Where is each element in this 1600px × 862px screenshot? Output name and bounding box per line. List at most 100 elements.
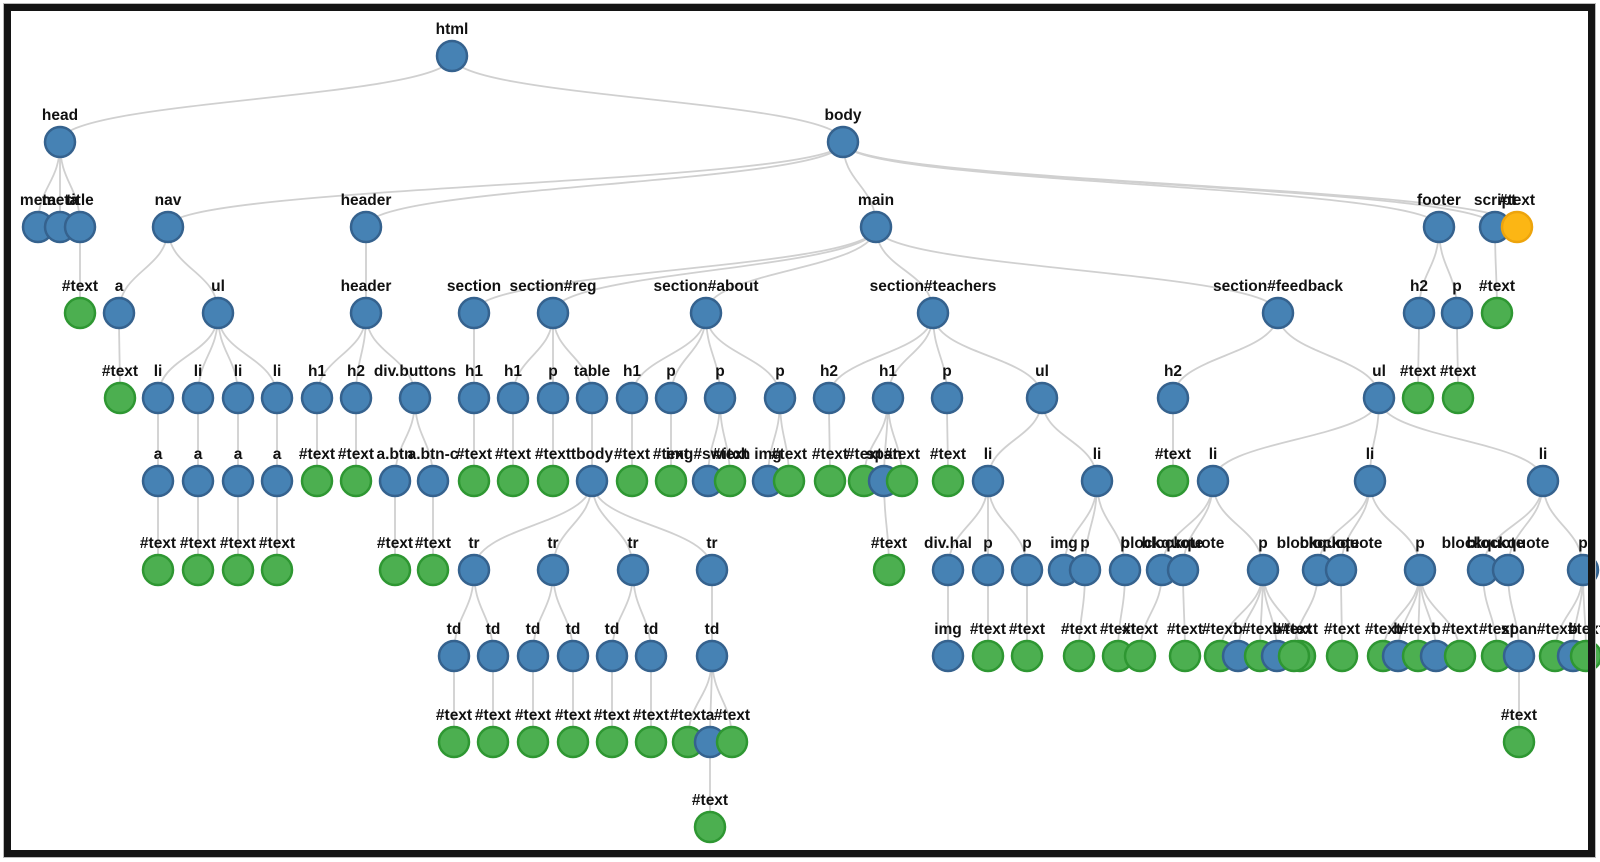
element-node-a[interactable] [221,464,255,498]
element-node-section-about[interactable] [689,296,723,330]
special-text-node[interactable] [1500,210,1534,244]
element-node-a[interactable] [141,464,175,498]
element-node-p[interactable] [930,381,964,415]
text-node[interactable] [615,464,649,498]
text-node[interactable] [103,381,137,415]
text-node[interactable] [872,553,906,587]
text-node[interactable] [772,464,806,498]
text-node[interactable] [221,553,255,587]
element-node-title[interactable] [63,210,97,244]
element-node-a[interactable] [260,464,294,498]
element-node-ul[interactable] [1025,381,1059,415]
element-node-li[interactable] [141,381,175,415]
element-node-p[interactable] [536,381,570,415]
text-node[interactable] [378,553,412,587]
element-node-td[interactable] [516,639,550,673]
text-node[interactable] [1168,639,1202,673]
text-node[interactable] [181,553,215,587]
element-node-header[interactable] [349,210,383,244]
element-node-p[interactable] [763,381,797,415]
element-node-a-btn-c[interactable] [416,464,450,498]
element-node-img[interactable] [931,639,965,673]
element-node-tr[interactable] [457,553,491,587]
text-node[interactable] [1569,639,1600,673]
text-node[interactable] [476,725,510,759]
element-node-tr[interactable] [695,553,729,587]
text-node[interactable] [971,639,1005,673]
element-node-nav[interactable] [151,210,185,244]
element-node-a[interactable] [181,464,215,498]
text-node[interactable] [339,464,373,498]
element-node-h1[interactable] [871,381,905,415]
element-node-h1[interactable] [457,381,491,415]
element-node-blockquote[interactable] [1491,553,1525,587]
element-node-section-reg[interactable] [536,296,570,330]
text-node[interactable] [416,553,450,587]
text-node[interactable] [1123,639,1157,673]
element-node-li[interactable] [1526,464,1560,498]
text-node[interactable] [715,725,749,759]
element-node-footer[interactable] [1422,210,1456,244]
element-node-p[interactable] [971,553,1005,587]
element-node-li[interactable] [1353,464,1387,498]
element-node-h1[interactable] [300,381,334,415]
text-node[interactable] [1401,381,1435,415]
element-node-li[interactable] [1080,464,1114,498]
element-node-main[interactable] [859,210,893,244]
element-node-section-teachers[interactable] [916,296,950,330]
text-node[interactable] [595,725,629,759]
text-node[interactable] [885,464,919,498]
element-node-table[interactable] [575,381,609,415]
text-node[interactable] [1502,725,1536,759]
text-node[interactable] [457,464,491,498]
element-node-p[interactable] [1440,296,1474,330]
element-node-tr[interactable] [616,553,650,587]
element-node-div-hal[interactable] [931,553,965,587]
text-node[interactable] [1062,639,1096,673]
element-node-p[interactable] [703,381,737,415]
element-node-li[interactable] [221,381,255,415]
element-node-p[interactable] [1566,553,1600,587]
text-node[interactable] [300,464,334,498]
element-node-td[interactable] [476,639,510,673]
element-node-h2[interactable] [812,381,846,415]
element-node-section[interactable] [457,296,491,330]
element-node-span[interactable] [1502,639,1536,673]
element-node-p[interactable] [1068,553,1102,587]
element-node-h2[interactable] [1402,296,1436,330]
text-node[interactable] [1441,381,1475,415]
text-node[interactable] [713,464,747,498]
text-node[interactable] [556,725,590,759]
element-node-td[interactable] [437,639,471,673]
element-node-div-buttons[interactable] [398,381,432,415]
element-node-blockquote[interactable] [1324,553,1358,587]
element-node-td[interactable] [556,639,590,673]
element-node-li[interactable] [181,381,215,415]
element-node-tbody[interactable] [575,464,609,498]
element-node-head[interactable] [43,125,77,159]
element-node-header[interactable] [349,296,383,330]
element-node-p[interactable] [1246,553,1280,587]
element-node-h1[interactable] [496,381,530,415]
text-node[interactable] [693,810,727,844]
element-node-section-feedback[interactable] [1261,296,1295,330]
text-node[interactable] [536,464,570,498]
text-node[interactable] [1010,639,1044,673]
element-node-h1[interactable] [615,381,649,415]
element-node-li[interactable] [260,381,294,415]
text-node[interactable] [141,553,175,587]
element-node-td[interactable] [595,639,629,673]
element-node-p[interactable] [1010,553,1044,587]
text-node[interactable] [437,725,471,759]
element-node-ul[interactable] [201,296,235,330]
text-node[interactable] [1480,296,1514,330]
text-node[interactable] [931,464,965,498]
element-node-td[interactable] [695,639,729,673]
element-node-blockquote[interactable] [1166,553,1200,587]
text-node[interactable] [63,296,97,330]
element-node-li[interactable] [1196,464,1230,498]
element-node-p[interactable] [1108,553,1142,587]
element-node-ul[interactable] [1362,381,1396,415]
text-node[interactable] [496,464,530,498]
text-node[interactable] [1156,464,1190,498]
